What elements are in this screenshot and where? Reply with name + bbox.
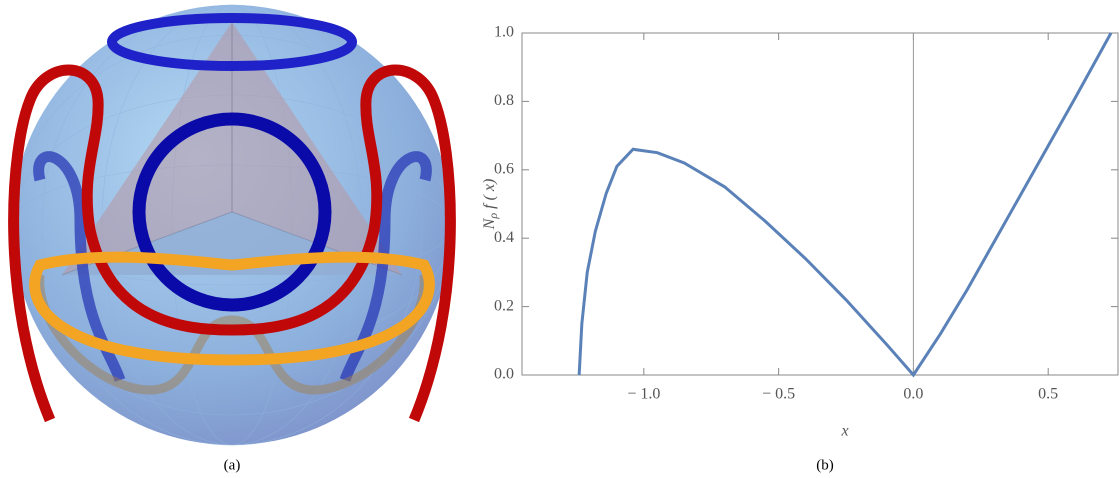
x-tick-label: − 1.0 xyxy=(627,386,660,403)
plot-frame xyxy=(521,32,1119,376)
x-tick-label: − 0.5 xyxy=(762,386,795,403)
inner-ring xyxy=(132,112,332,312)
caption: (a) xyxy=(224,457,241,473)
data-line xyxy=(577,32,1113,378)
x-tick-label: 0.5 xyxy=(1038,386,1058,403)
red-curve xyxy=(8,64,456,423)
caption: (b) xyxy=(816,457,834,473)
y-tick-label: 0.4 xyxy=(494,229,514,246)
y-label-part: f ( x) xyxy=(481,179,498,209)
plot: − 1.0 − 0.5 0.0 0.5 0.0 0.2 0.4 0.6 0.8 1.0 xyxy=(494,24,1119,403)
y-label-subscript: ρ xyxy=(486,213,500,220)
y-tick-label: 0.2 xyxy=(494,297,514,314)
orange-curve xyxy=(29,251,435,366)
sphere-illustration: (a) xyxy=(8,4,456,473)
x-tick-label: 0.0 xyxy=(903,386,923,403)
y-axis-label: Nρ f ( x) xyxy=(481,179,500,231)
back-orange xyxy=(35,274,429,395)
y-tick-label: 1.0 xyxy=(494,24,514,41)
y-tick-label: 0.8 xyxy=(494,92,514,109)
y-tick-label: 0.0 xyxy=(494,366,514,383)
x-axis-label: x xyxy=(840,423,848,440)
y-label-part: N xyxy=(481,217,498,230)
y-tick-label: 0.6 xyxy=(494,160,514,177)
top-ring xyxy=(107,13,357,71)
